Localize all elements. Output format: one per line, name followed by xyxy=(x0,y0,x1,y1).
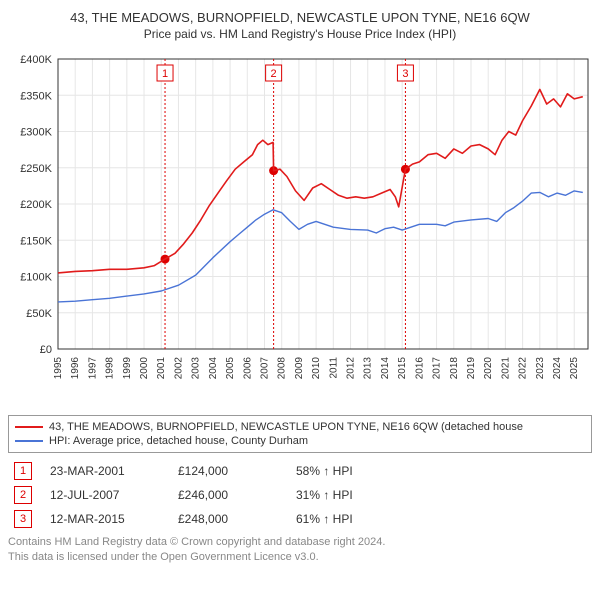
svg-text:£250K: £250K xyxy=(20,163,52,175)
svg-text:2018: 2018 xyxy=(449,357,460,380)
svg-text:2019: 2019 xyxy=(466,357,477,380)
sale-date: 12-JUL-2007 xyxy=(50,488,160,502)
sale-price: £124,000 xyxy=(178,464,278,478)
legend-item: 43, THE MEADOWS, BURNOPFIELD, NEWCASTLE … xyxy=(15,420,585,434)
svg-text:2013: 2013 xyxy=(363,357,374,380)
sale-badge: 1 xyxy=(14,462,32,480)
svg-text:£0: £0 xyxy=(40,344,52,356)
legend-label: HPI: Average price, detached house, Coun… xyxy=(49,435,308,447)
svg-text:2006: 2006 xyxy=(242,357,253,380)
sale-badge: 3 xyxy=(14,510,32,528)
chart-svg: £0 £50K £100K £150K £200K £250K £300K £350K £400… xyxy=(8,49,592,409)
svg-text:2001: 2001 xyxy=(156,357,167,380)
svg-text:2014: 2014 xyxy=(380,357,391,380)
svg-text:2024: 2024 xyxy=(552,357,563,380)
svg-text:2015: 2015 xyxy=(397,357,408,380)
svg-text:1997: 1997 xyxy=(87,357,98,380)
footer-line-1: Contains HM Land Registry data © Crown c… xyxy=(8,535,592,550)
svg-text:2004: 2004 xyxy=(208,357,219,380)
footer-line-2: This data is licensed under the Open Gov… xyxy=(8,550,592,565)
svg-text:2000: 2000 xyxy=(139,357,150,380)
svg-text:1: 1 xyxy=(162,68,168,80)
sales-table: 1 23-MAR-2001 £124,000 58% ↑ HPI 2 12-JUL-200… xyxy=(8,459,592,531)
sale-date: 12-MAR-2015 xyxy=(50,512,160,526)
footer: Contains HM Land Registry data © Crown c… xyxy=(8,535,592,565)
legend-item: HPI: Average price, detached house, Coun… xyxy=(15,434,585,448)
svg-text:2: 2 xyxy=(271,68,277,80)
svg-text:£100K: £100K xyxy=(20,272,52,284)
svg-text:£150K: £150K xyxy=(20,235,52,247)
sale-row: 3 12-MAR-2015 £248,000 61% ↑ HPI xyxy=(8,507,592,531)
sale-hpi: 31% ↑ HPI xyxy=(296,488,396,502)
sale-row: 2 12-JUL-2007 £246,000 31% ↑ HPI xyxy=(8,483,592,507)
svg-text:2008: 2008 xyxy=(277,357,288,380)
svg-text:2021: 2021 xyxy=(500,357,511,380)
svg-text:1999: 1999 xyxy=(122,357,133,380)
legend-swatch xyxy=(15,426,43,428)
svg-text:2023: 2023 xyxy=(535,357,546,380)
sale-hpi: 61% ↑ HPI xyxy=(296,512,396,526)
sale-row: 1 23-MAR-2001 £124,000 58% ↑ HPI xyxy=(8,459,592,483)
svg-text:2022: 2022 xyxy=(518,357,529,380)
svg-text:2011: 2011 xyxy=(328,357,339,379)
sale-price: £246,000 xyxy=(178,488,278,502)
svg-text:2012: 2012 xyxy=(346,357,357,380)
sale-badge: 2 xyxy=(14,486,32,504)
svg-text:£300K: £300K xyxy=(20,127,52,139)
svg-text:2020: 2020 xyxy=(483,357,494,380)
legend-label: 43, THE MEADOWS, BURNOPFIELD, NEWCASTLE … xyxy=(49,421,523,433)
legend-swatch xyxy=(15,440,43,442)
svg-text:£200K: £200K xyxy=(20,199,52,211)
sale-hpi: 58% ↑ HPI xyxy=(296,464,396,478)
price-chart: £0 £50K £100K £150K £200K £250K £300K £350K £400… xyxy=(8,49,592,409)
sale-price: £248,000 xyxy=(178,512,278,526)
svg-text:1996: 1996 xyxy=(70,357,81,380)
svg-text:£50K: £50K xyxy=(26,308,52,320)
svg-text:3: 3 xyxy=(402,68,408,80)
svg-text:£400K: £400K xyxy=(20,54,52,66)
svg-text:2009: 2009 xyxy=(294,357,305,380)
svg-text:1995: 1995 xyxy=(53,357,64,380)
svg-text:2025: 2025 xyxy=(569,357,580,380)
svg-text:2005: 2005 xyxy=(225,357,236,380)
svg-text:2010: 2010 xyxy=(311,357,322,380)
page-subtitle: Price paid vs. HM Land Registry's House … xyxy=(8,27,592,41)
svg-text:2007: 2007 xyxy=(259,357,270,380)
svg-text:1998: 1998 xyxy=(105,357,116,380)
svg-text:2017: 2017 xyxy=(432,357,443,380)
page-title: 43, THE MEADOWS, BURNOPFIELD, NEWCASTLE … xyxy=(8,10,592,25)
sale-date: 23-MAR-2001 xyxy=(50,464,160,478)
svg-text:2003: 2003 xyxy=(191,357,202,380)
legend: 43, THE MEADOWS, BURNOPFIELD, NEWCASTLE … xyxy=(8,415,592,453)
svg-text:2002: 2002 xyxy=(173,357,184,380)
svg-text:£350K: £350K xyxy=(20,90,52,102)
svg-text:2016: 2016 xyxy=(414,357,425,380)
